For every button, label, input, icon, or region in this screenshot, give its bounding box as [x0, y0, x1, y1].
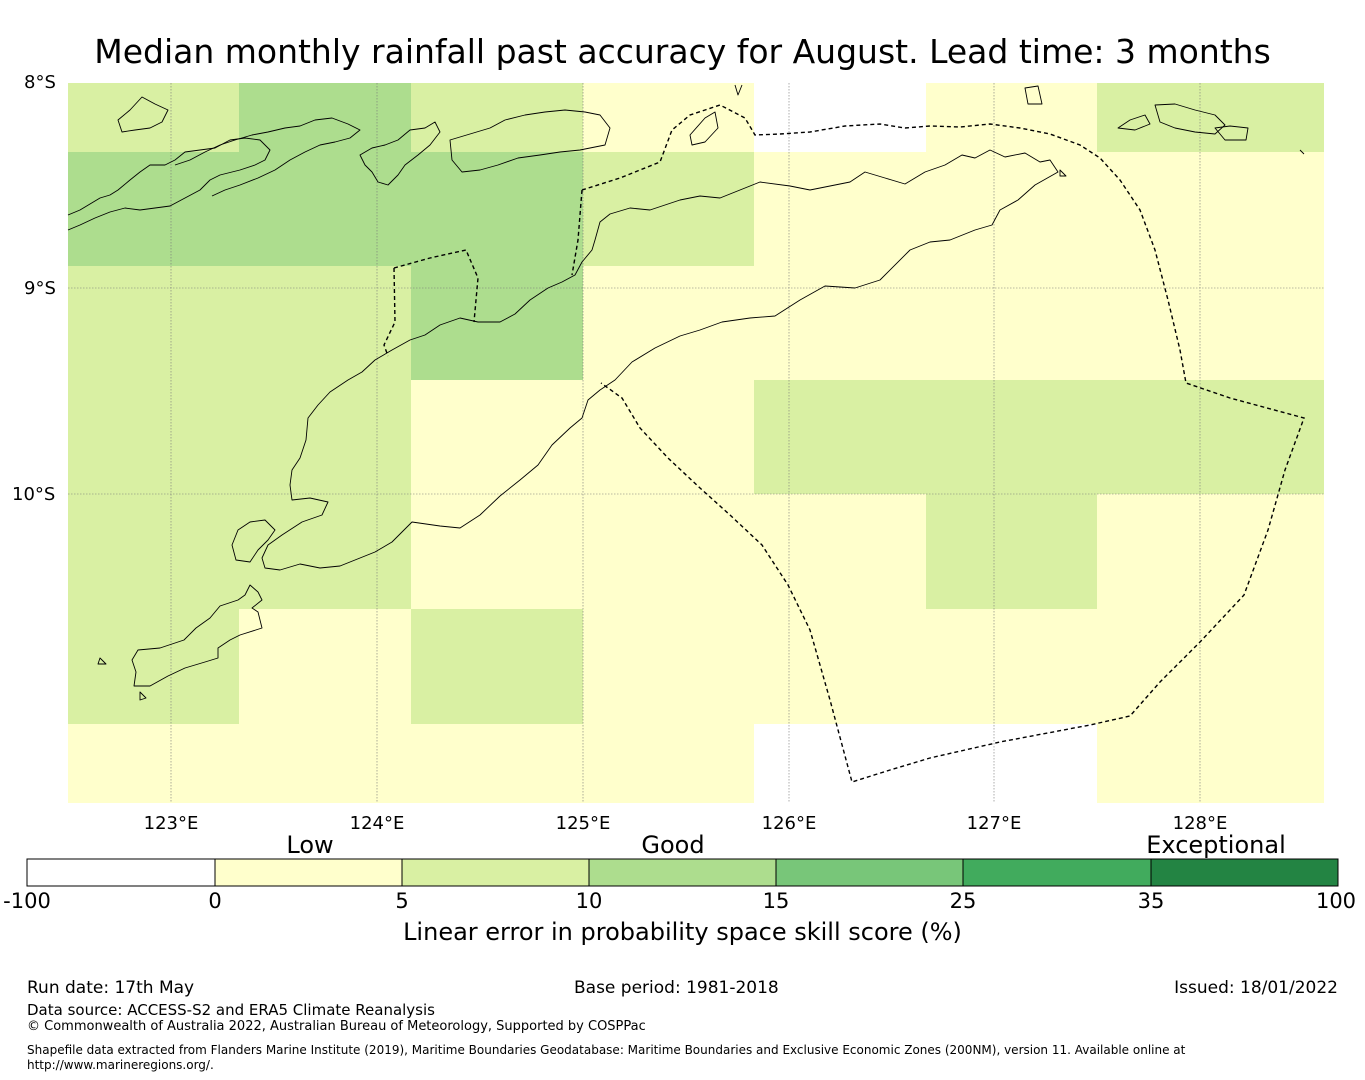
colorbar-tick: 35 — [1137, 889, 1165, 913]
copyright: © Commonwealth of Australia 2022, Austra… — [27, 1019, 646, 1034]
skill-grid-cells — [68, 83, 1324, 803]
colorbar-tick: -100 — [3, 889, 51, 913]
category-good: Good — [641, 831, 705, 859]
colorbar-title: Linear error in probability space skill … — [403, 918, 962, 946]
lat-label-9s: 9°S — [24, 278, 56, 299]
maritime-boundaries — [383, 104, 1305, 783]
run-date: Run date: 17th May — [27, 978, 195, 998]
colorbar-tick: 15 — [762, 889, 790, 913]
map-title: Median monthly rainfall past accuracy fo… — [94, 32, 1271, 71]
graticule — [68, 83, 1324, 803]
colorbar-tick: 10 — [575, 889, 603, 913]
colorbar-tick: 100 — [1315, 889, 1357, 913]
colorbar-tick: 5 — [395, 889, 409, 913]
category-low: Low — [286, 831, 334, 859]
lon-label-125e: 125°E — [555, 813, 611, 834]
coastlines — [67, 84, 1305, 701]
colorbar-tick: 0 — [208, 889, 222, 913]
category-exceptional: Exceptional — [1146, 831, 1286, 859]
issued-date: Issued: 18/01/2022 — [1174, 978, 1338, 998]
lon-label-127e: 127°E — [966, 813, 1022, 834]
lon-label-128e: 128°E — [1172, 813, 1228, 834]
lon-label-126e: 126°E — [761, 813, 817, 834]
data-source: Data source: ACCESS-S2 and ERA5 Climate … — [27, 1001, 435, 1019]
lat-label-8s: 8°S — [24, 72, 56, 93]
colorbar-tick: 25 — [949, 889, 977, 913]
colorbar — [26, 858, 1339, 887]
lon-label-124e: 124°E — [349, 813, 405, 834]
lat-label-10s: 10°S — [12, 484, 56, 505]
shapefile-credit: Shapefile data extracted from Flanders M… — [27, 1043, 1186, 1072]
base-period: Base period: 1981-2018 — [574, 978, 779, 998]
lon-label-123e: 123°E — [143, 813, 199, 834]
